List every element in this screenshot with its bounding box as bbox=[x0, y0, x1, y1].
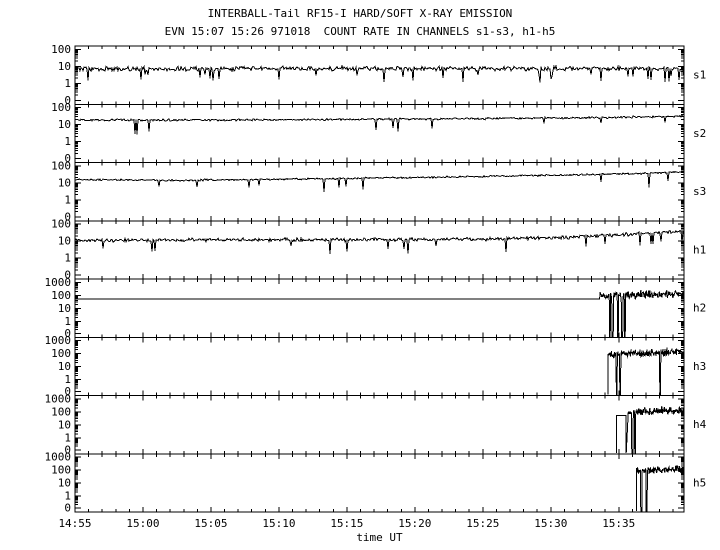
x-tick-label-15:10: 15:10 bbox=[262, 517, 295, 530]
trace-h5 bbox=[635, 464, 685, 512]
panel-border-h1 bbox=[74, 220, 685, 280]
y-ticks-s1 bbox=[75, 48, 684, 101]
y-tick-label-h3-10: 10 bbox=[58, 360, 71, 373]
y-tick-label-h1-100: 100 bbox=[51, 218, 71, 231]
y-tick-label-s2-1: 1 bbox=[64, 135, 71, 148]
trace-h1 bbox=[74, 229, 685, 254]
y-tick-label-s2-10: 10 bbox=[58, 118, 71, 131]
x-tick-label-15:25: 15:25 bbox=[466, 517, 499, 530]
channel-label-h5: h5 bbox=[693, 476, 706, 489]
x-ticks-h5 bbox=[74, 453, 674, 512]
panel-border-s2 bbox=[74, 103, 685, 163]
channel-label-s2: s2 bbox=[693, 127, 706, 140]
panel-border-h2 bbox=[74, 278, 685, 338]
y-ticks-h3 bbox=[75, 340, 684, 392]
y-tick-label-h5-10: 10 bbox=[58, 477, 71, 490]
y-tick-label-h1-10: 10 bbox=[58, 235, 71, 248]
panel-border-s1 bbox=[74, 45, 685, 105]
channel-label-h2: h2 bbox=[693, 302, 706, 315]
x-tick-label-15:30: 15:30 bbox=[534, 517, 567, 530]
y-tick-label-h1-0: 0 bbox=[64, 269, 71, 282]
channel-label-s3: s3 bbox=[693, 185, 706, 198]
y-ticks-h2 bbox=[75, 281, 684, 334]
y-tick-label-s1-0: 0 bbox=[64, 94, 71, 107]
x-ticks-h2 bbox=[74, 279, 674, 338]
y-tick-label-h4-10: 10 bbox=[58, 418, 71, 431]
channel-label-h3: h3 bbox=[693, 360, 706, 373]
x-ticks-h4 bbox=[74, 395, 674, 454]
trace-s2 bbox=[74, 114, 685, 135]
y-ticks-s2 bbox=[75, 107, 684, 159]
y-ticks-h4 bbox=[75, 398, 684, 451]
y-tick-label-s3-0: 0 bbox=[64, 210, 71, 223]
y-ticks-s3 bbox=[75, 165, 684, 218]
y-tick-label-s1-1: 1 bbox=[64, 77, 71, 90]
y-tick-label-h2-1: 1 bbox=[64, 315, 71, 328]
y-tick-label-h5-100: 100 bbox=[51, 464, 71, 477]
x-ticks-s1 bbox=[74, 46, 674, 105]
panel-border-h3 bbox=[74, 336, 685, 396]
trace-s1 bbox=[74, 64, 685, 83]
chart-subtitle: EVN 15:07 15:26 971018 COUNT RATE IN CHA… bbox=[164, 25, 556, 38]
y-ticks-h5 bbox=[75, 456, 684, 509]
y-tick-label-s2-100: 100 bbox=[51, 101, 71, 114]
panel-border-h4 bbox=[74, 395, 685, 455]
y-tick-label-h2-0: 0 bbox=[64, 327, 71, 340]
y-tick-label-h2-100: 100 bbox=[51, 289, 71, 302]
chart-title: INTERBALL-Tail RF15-I HARD/SOFT X-RAY EM… bbox=[207, 7, 513, 20]
y-tick-label-h3-100: 100 bbox=[51, 347, 71, 360]
y-tick-label-s3-100: 100 bbox=[51, 159, 71, 172]
y-tick-label-h5-0: 0 bbox=[64, 502, 71, 515]
x-ticks-h1 bbox=[74, 220, 674, 279]
x-axis-label: time UT bbox=[356, 531, 403, 544]
x-ticks-h3 bbox=[74, 337, 674, 396]
x-ticks-s3 bbox=[74, 162, 674, 221]
y-tick-label-s3-1: 1 bbox=[64, 193, 71, 206]
x-tick-label-15:15: 15:15 bbox=[330, 517, 363, 530]
y-tick-label-h4-0: 0 bbox=[64, 443, 71, 456]
y-tick-label-h1-1: 1 bbox=[64, 252, 71, 265]
trace-s3 bbox=[74, 170, 685, 192]
y-tick-label-h5-1: 1 bbox=[64, 490, 71, 503]
y-tick-label-h4-1: 1 bbox=[64, 431, 71, 444]
y-tick-label-h3-1000: 1000 bbox=[45, 334, 72, 347]
x-ticks-s2 bbox=[74, 104, 674, 163]
y-ticks-h1 bbox=[75, 223, 684, 276]
channel-label-s1: s1 bbox=[693, 69, 706, 82]
y-tick-label-h2-10: 10 bbox=[58, 302, 71, 315]
channel-label-h1: h1 bbox=[693, 243, 706, 256]
trace-h3 bbox=[607, 347, 685, 395]
y-tick-label-h4-100: 100 bbox=[51, 405, 71, 418]
y-tick-label-h3-1: 1 bbox=[64, 373, 71, 386]
x-tick-label-15:35: 15:35 bbox=[602, 517, 635, 530]
channel-label-h4: h4 bbox=[693, 418, 707, 431]
y-tick-label-h5-1000: 1000 bbox=[45, 451, 72, 464]
x-tick-label-15:20: 15:20 bbox=[398, 517, 431, 530]
y-tick-label-h4-1000: 1000 bbox=[45, 392, 72, 405]
y-tick-label-s2-0: 0 bbox=[64, 152, 71, 165]
x-tick-label-15:00: 15:00 bbox=[126, 517, 159, 530]
y-tick-label-h2-1000: 1000 bbox=[45, 276, 72, 289]
y-tick-label-h3-0: 0 bbox=[64, 385, 71, 398]
trace-h4 bbox=[616, 406, 685, 454]
panel-border-h5 bbox=[74, 453, 685, 513]
y-tick-label-s1-10: 10 bbox=[58, 60, 71, 73]
trace-h2 bbox=[75, 289, 685, 337]
x-tick-label-14:55: 14:55 bbox=[58, 517, 91, 530]
y-tick-label-s1-100: 100 bbox=[51, 43, 71, 56]
panel-border-s3 bbox=[74, 162, 685, 222]
y-tick-label-s3-10: 10 bbox=[58, 176, 71, 189]
x-tick-label-15:05: 15:05 bbox=[194, 517, 227, 530]
